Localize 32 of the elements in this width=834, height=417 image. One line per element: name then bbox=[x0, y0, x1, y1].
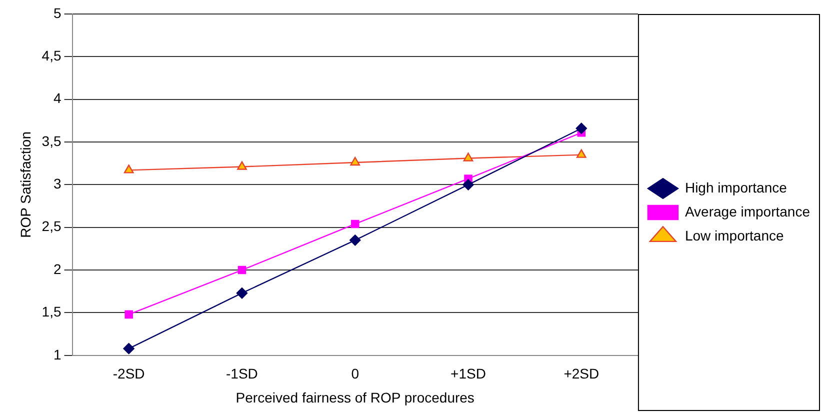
y-tick-label: 1,5 bbox=[42, 304, 62, 320]
x-axis-title: Perceived fairness of ROP procedures bbox=[236, 389, 474, 406]
x-tick-label: -1SD bbox=[226, 366, 258, 382]
y-tick-label: 3,5 bbox=[42, 132, 62, 149]
y-tick-label: 4,5 bbox=[42, 48, 62, 64]
point bbox=[237, 161, 247, 170]
x-tick-label: -2SD bbox=[112, 366, 145, 382]
point bbox=[350, 220, 360, 228]
point bbox=[462, 179, 474, 190]
point bbox=[350, 234, 361, 246]
y-axis-title: ROP Satisfaction bbox=[17, 132, 34, 238]
point bbox=[350, 156, 360, 166]
y-tick-label: 5 bbox=[53, 4, 62, 21]
legend-label: Low importance bbox=[684, 227, 784, 244]
y-tick-label: 1 bbox=[53, 346, 62, 362]
point bbox=[238, 266, 246, 274]
point bbox=[463, 152, 474, 162]
y-tick-label: 3 bbox=[53, 176, 62, 192]
x-tick-label: +1SD bbox=[450, 366, 486, 382]
y-tick-label: 2 bbox=[53, 260, 62, 277]
legend-label: High importance bbox=[684, 179, 788, 196]
y-tick-label: 4 bbox=[53, 90, 62, 106]
point bbox=[236, 287, 248, 299]
point bbox=[123, 342, 134, 354]
x-tick-label: 0 bbox=[351, 366, 360, 382]
legend-label: Average importance bbox=[684, 203, 810, 220]
point bbox=[124, 164, 134, 174]
point bbox=[576, 149, 586, 158]
point bbox=[576, 122, 587, 134]
point bbox=[124, 310, 133, 319]
y-tick-label: 2,5 bbox=[42, 218, 62, 234]
x-tick-label: +2SD bbox=[564, 366, 600, 382]
